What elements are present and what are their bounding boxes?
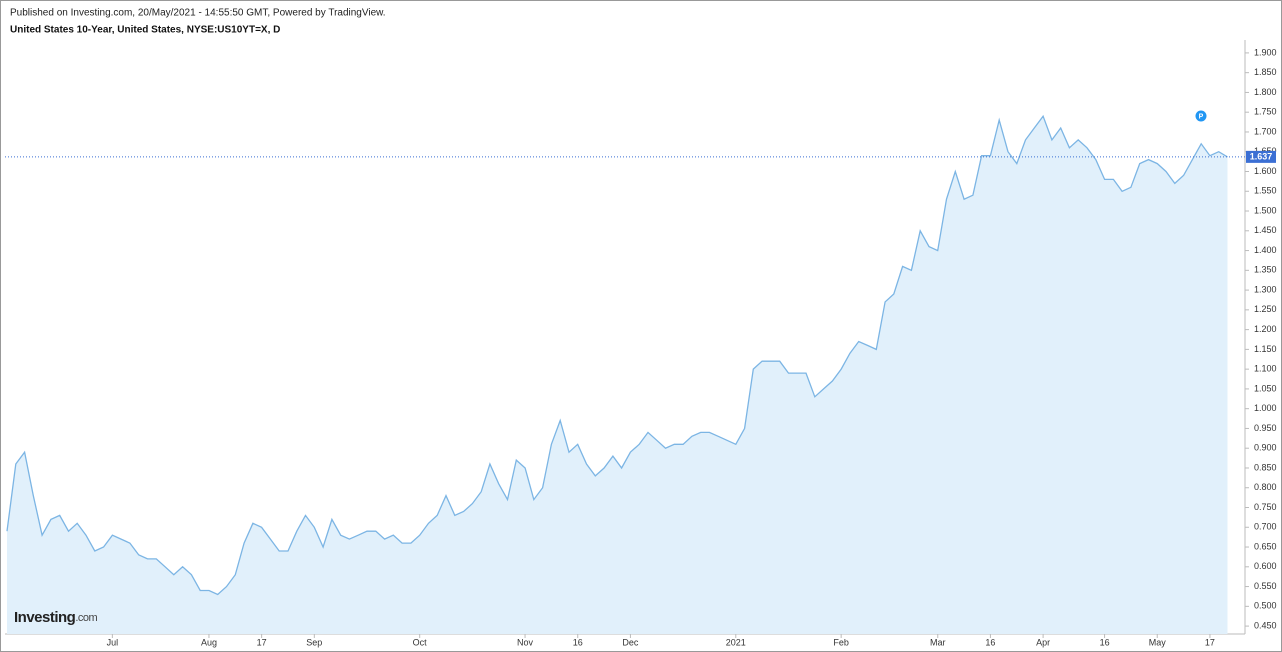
y-tick-label: 1.100 <box>1254 364 1277 374</box>
x-tick-label: 17 <box>257 637 267 647</box>
y-tick-label: 0.450 <box>1254 620 1277 630</box>
x-tick-label: Apr <box>1036 637 1050 647</box>
y-tick-label: 1.450 <box>1254 225 1277 235</box>
x-tick-label: Oct <box>413 637 428 647</box>
y-tick-label: 0.650 <box>1254 541 1277 551</box>
event-marker <box>1195 110 1207 122</box>
y-tick-label: 1.350 <box>1254 265 1277 275</box>
x-tick-label: Nov <box>517 637 534 647</box>
y-tick-label: 1.700 <box>1254 126 1277 136</box>
y-tick-label: 1.400 <box>1254 245 1277 255</box>
y-tick-label: 0.500 <box>1254 601 1277 611</box>
y-tick-label: 1.250 <box>1254 304 1277 314</box>
y-tick-label: 0.600 <box>1254 561 1277 571</box>
y-tick-label: 1.000 <box>1254 403 1277 413</box>
price-line <box>6 114 1228 596</box>
y-tick-label: 1.500 <box>1254 205 1277 215</box>
x-tick-label: 2021 <box>726 637 746 647</box>
area <box>7 116 1228 634</box>
y-tick-label: 0.700 <box>1254 522 1277 532</box>
y-tick-label: 0.750 <box>1254 502 1277 512</box>
x-tick-label: 16 <box>573 637 583 647</box>
x-tick-label: May <box>1149 637 1167 647</box>
source-line: Published on Investing.com, 20/May/2021 … <box>10 8 386 19</box>
x-tick-label: Sep <box>306 637 322 647</box>
event-marker-label: P <box>1199 113 1204 120</box>
y-tick-label: 1.750 <box>1254 107 1277 117</box>
last-value-label: 1.637 <box>1250 152 1273 162</box>
y-tick-label: 1.050 <box>1254 383 1277 393</box>
last-value-badge <box>1246 150 1276 163</box>
y-tick-label: 1.900 <box>1254 47 1277 57</box>
x-tick-label: Jul <box>107 637 119 647</box>
y-tick-label: 0.800 <box>1254 482 1277 492</box>
y-tick-label: 0.950 <box>1254 423 1277 433</box>
y-tick-label: 1.300 <box>1254 284 1277 294</box>
y-tick-label: 1.150 <box>1254 344 1277 354</box>
y-tick-label: 1.600 <box>1254 166 1277 176</box>
y-tick-label: 0.900 <box>1254 443 1277 453</box>
x-tick-label: Dec <box>622 637 639 647</box>
y-tick-label: 1.200 <box>1254 324 1277 334</box>
x-tick-label: 16 <box>985 637 995 647</box>
logo: Investing.com <box>14 609 98 626</box>
x-tick-label: Mar <box>930 637 946 647</box>
x-tick-label: 16 <box>1100 637 1110 647</box>
x-tick-label: Feb <box>833 637 849 647</box>
chart-title: United States 10-Year, United States, NY… <box>10 25 280 36</box>
x-tick-label: 17 <box>1205 637 1215 647</box>
logo-suffix: .com <box>75 612 97 624</box>
logo-word: Investing <box>14 609 76 626</box>
x-tick-label: Aug <box>201 637 217 647</box>
y-tick-label: 1.850 <box>1254 67 1277 77</box>
y-tick-label: 1.800 <box>1254 87 1277 97</box>
y-tick-label: 0.850 <box>1254 462 1277 472</box>
y-tick-label: 0.550 <box>1254 581 1277 591</box>
y-tick-label: 1.550 <box>1254 186 1277 196</box>
